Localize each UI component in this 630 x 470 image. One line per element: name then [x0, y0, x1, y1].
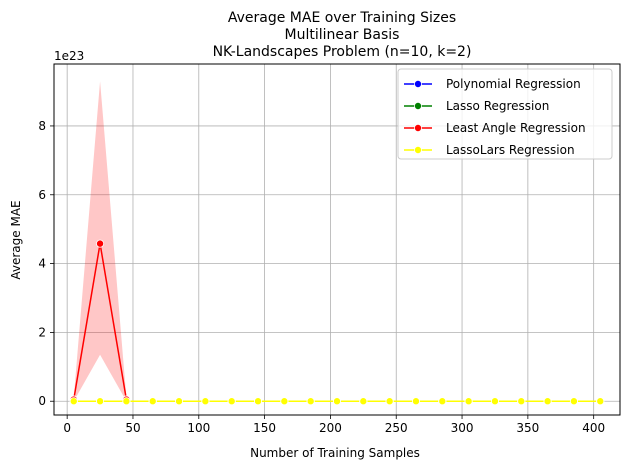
- least-angle-regression-point: [96, 239, 105, 248]
- x-tick-label: 300: [451, 421, 474, 435]
- x-tick-label: 50: [125, 421, 140, 435]
- lassolars-regression-point: [359, 397, 368, 406]
- lassolars-regression-point: [306, 397, 315, 406]
- lassolars-regression-point: [490, 397, 499, 406]
- y-tick-label: 6: [38, 188, 46, 202]
- lassolars-regression-point: [411, 397, 420, 406]
- chart-title-line-2: Multilinear Basis: [285, 27, 400, 43]
- x-tick-label: 200: [319, 421, 342, 435]
- lassolars-regression-point: [385, 397, 394, 406]
- x-tick-label: 100: [187, 421, 210, 435]
- x-tick-label: 400: [582, 421, 605, 435]
- chart-title-line-3: NK-Landscapes Problem (n=10, k=2): [213, 44, 472, 60]
- lassolars-regression-point: [543, 397, 552, 406]
- lassolars-regression-point: [596, 397, 605, 406]
- lassolars-regression-point: [332, 397, 341, 406]
- x-axis-label: Number of Training Samples: [250, 446, 420, 460]
- lassolars-regression-point: [227, 397, 236, 406]
- x-tick-label: 350: [516, 421, 539, 435]
- chart-title-line-1: Average MAE over Training Sizes: [228, 10, 456, 26]
- legend-box: [397, 68, 613, 160]
- lassolars-regression-point: [148, 397, 157, 406]
- lassolars-regression-point: [569, 397, 578, 406]
- lassolars-regression-point: [122, 397, 131, 406]
- legend-label-lassolars-regression: LassoLars Regression: [446, 143, 575, 157]
- lassolars-regression-point: [69, 397, 78, 406]
- y-tick-label: 4: [38, 257, 46, 271]
- y-axis-ticks: 0 2 4 6 8: [38, 119, 54, 408]
- legend: Polynomial Regression Lasso Regression Lea…: [397, 68, 613, 160]
- legend-marker-lassolars-regression: [413, 145, 422, 154]
- x-axis-ticks: 0 50 100 150 200 250 300 350 400: [63, 415, 605, 435]
- legend-marker-lasso-regression: [413, 102, 422, 111]
- legend-label-lasso-regression: Lasso Regression: [446, 99, 549, 113]
- series-lines: [73, 243, 601, 402]
- y-tick-label: 8: [38, 119, 46, 133]
- x-tick-label: 250: [385, 421, 408, 435]
- y-axis-multiplier: 1e23: [54, 49, 84, 63]
- lassolars-regression-point: [438, 397, 447, 406]
- chart-title: Average MAE over Training Sizes Multilin…: [213, 10, 472, 60]
- legend-marker-least-angle-regression: [413, 124, 422, 133]
- y-tick-label: 2: [38, 325, 46, 339]
- y-tick-label: 0: [38, 394, 46, 408]
- lassolars-regression-point: [517, 397, 526, 406]
- legend-label-least-angle-regression: Least Angle Regression: [446, 121, 586, 135]
- lassolars-regression-point: [96, 397, 105, 406]
- legend-marker-polynomial-regression: [413, 80, 422, 89]
- x-tick-label: 0: [63, 421, 71, 435]
- series-markers: [69, 239, 605, 406]
- lassolars-regression-point: [280, 397, 289, 406]
- legend-label-polynomial-regression: Polynomial Regression: [446, 77, 581, 91]
- lassolars-regression-point: [175, 397, 184, 406]
- lassolars-regression-point: [201, 397, 210, 406]
- lassolars-regression-point: [464, 397, 473, 406]
- lassolars-regression-point: [254, 397, 263, 406]
- plot-frame: [53, 63, 621, 416]
- y-axis-label: Average MAE: [9, 200, 23, 279]
- x-tick-label: 150: [253, 421, 276, 435]
